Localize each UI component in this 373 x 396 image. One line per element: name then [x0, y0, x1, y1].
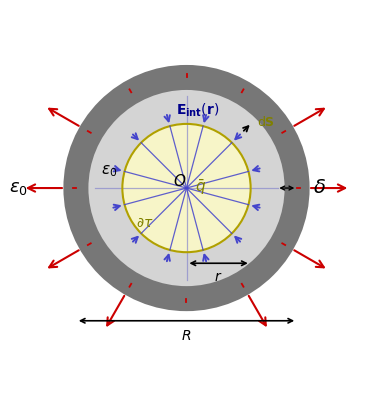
Circle shape [93, 94, 280, 282]
Circle shape [76, 78, 297, 299]
Text: $\bar{q}$: $\bar{q}$ [195, 177, 206, 196]
Text: $r$: $r$ [214, 270, 223, 284]
Text: $\mathbf{E}_{\mathbf{int}}(\mathbf{r})$: $\mathbf{E}_{\mathbf{int}}(\mathbf{r})$ [176, 102, 219, 119]
Text: $\mathrm{d}\mathbf{S}$: $\mathrm{d}\mathbf{S}$ [257, 115, 275, 129]
Text: $O$: $O$ [173, 173, 186, 189]
Text: $R$: $R$ [181, 329, 192, 343]
Text: $\partial\tau$: $\partial\tau$ [136, 217, 153, 230]
Circle shape [122, 124, 251, 252]
Text: $\delta$: $\delta$ [313, 179, 326, 197]
Text: $\varepsilon_0$: $\varepsilon_0$ [101, 164, 117, 179]
Text: $\varepsilon_0$: $\varepsilon_0$ [9, 179, 28, 197]
